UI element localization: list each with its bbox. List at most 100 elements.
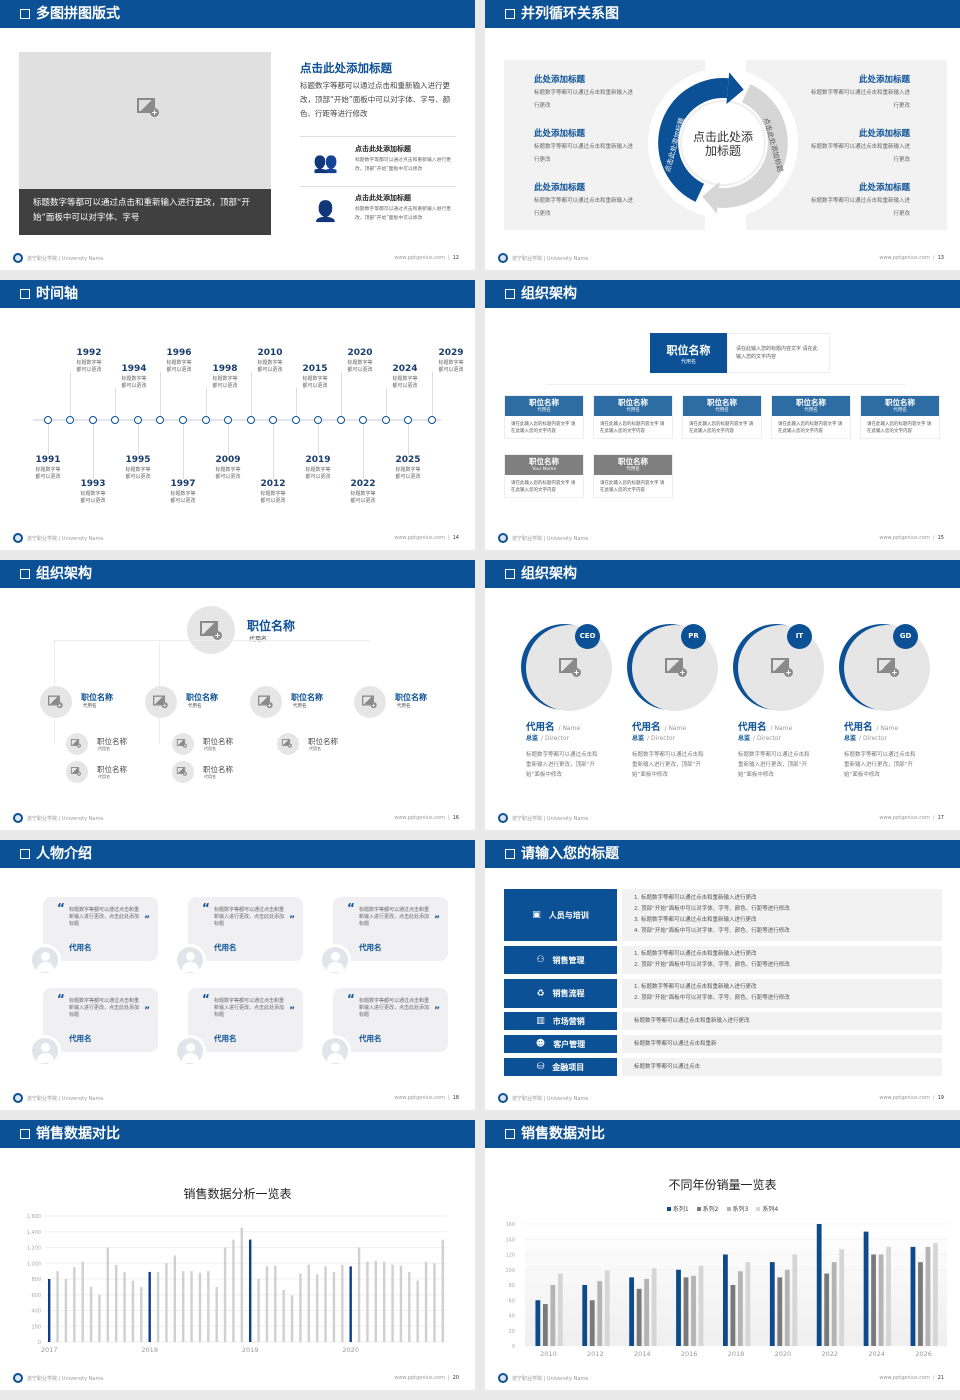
legend-item[interactable]: 系列2 xyxy=(696,1204,719,1213)
category-button[interactable]: ⚇ 销售管理 xyxy=(504,946,617,974)
role-cn: 总监 xyxy=(632,735,645,742)
image-placeholder-icon[interactable] xyxy=(70,739,81,748)
photo-placeholder[interactable] xyxy=(250,686,282,718)
timeline-connector xyxy=(408,424,409,455)
slide-header: 请输入您的标题 xyxy=(485,840,960,868)
timeline-node[interactable] xyxy=(202,416,210,424)
bar xyxy=(114,1264,118,1342)
timeline-node[interactable] xyxy=(359,416,367,424)
testimonial-card[interactable]: “ ” 标题数字等都可以通过点击和重新输入进行更改，点击此处添加标题 代用名 xyxy=(188,897,303,961)
bar xyxy=(399,1265,403,1342)
photo-placeholder[interactable] xyxy=(187,606,235,654)
timeline-node[interactable] xyxy=(247,416,255,424)
timeline-node[interactable] xyxy=(428,416,436,424)
image-placeholder-icon[interactable] xyxy=(281,739,292,748)
bar xyxy=(433,1263,436,1342)
position-box[interactable]: 职位名称 代用名 请在此输入您的标题内容文字 请在此输入您的文字内容 xyxy=(593,395,673,439)
category-button[interactable]: ▥ 市场营销 xyxy=(504,1012,617,1030)
timeline-node[interactable] xyxy=(66,416,74,424)
bar-系列1 xyxy=(723,1254,728,1346)
photo-placeholder[interactable] xyxy=(66,761,88,783)
photo-placeholder[interactable] xyxy=(354,686,386,718)
photo-placeholder[interactable] xyxy=(40,686,72,718)
position-box[interactable]: 职位名称 Your Name 请在此输入您的标题内容文字 请在此输入您的文字内容 xyxy=(504,454,584,498)
timeline-node[interactable] xyxy=(404,416,412,424)
avatar xyxy=(174,944,206,976)
image-placeholder-icon[interactable] xyxy=(258,695,273,709)
legend-item[interactable]: 系列4 xyxy=(756,1204,778,1213)
testimonial-card[interactable]: “ ” 标题数字等都可以通过点击和重新输入进行更改，点击此处添加标题 代用名 xyxy=(43,988,158,1052)
image-placeholder-icon[interactable] xyxy=(877,658,899,677)
timeline-connector xyxy=(318,424,319,455)
timeline-node[interactable] xyxy=(134,416,142,424)
sales-management-icon: ⚇ xyxy=(536,955,545,965)
event-year: 2010 xyxy=(257,348,283,358)
image-placeholder-icon[interactable] xyxy=(665,658,687,677)
avatar-person-icon xyxy=(182,962,199,972)
y-tick-label: 40 xyxy=(509,1314,515,1320)
card-name: 代用名 xyxy=(69,1034,92,1043)
timeline-node[interactable] xyxy=(44,416,52,424)
role-cn: 总监 xyxy=(526,735,539,742)
image-placeholder-icon[interactable] xyxy=(176,767,187,776)
timeline-node[interactable] xyxy=(111,416,119,424)
testimonial-card[interactable]: “ ” 标题数字等都可以通过点击和重新输入进行更改，点击此处添加标题 代用名 xyxy=(333,988,448,1052)
image-placeholder-icon[interactable] xyxy=(153,695,168,709)
category-button[interactable]: ☻ 客户管理 xyxy=(504,1035,617,1053)
image-placeholder-icon[interactable] xyxy=(70,767,81,776)
category-button[interactable]: ⛁ 金融项目 xyxy=(504,1058,617,1076)
bar-系列1 xyxy=(676,1269,681,1346)
testimonial-card[interactable]: “ ” 标题数字等都可以通过点击和重新输入进行更改，点击此处添加标题 代用名 xyxy=(333,897,448,961)
slide-3: 时间轴 遂宁职业学院 | University Name www.pptgenius… xyxy=(0,280,475,550)
timeline-node[interactable] xyxy=(224,416,232,424)
position-box[interactable]: 职位名称 代用名 请在此输入您的标题内容文字 请在此输入您的文字内容 xyxy=(682,395,762,439)
photo-placeholder[interactable] xyxy=(145,686,177,718)
image-placeholder-icon[interactable] xyxy=(559,658,581,677)
inner-ring xyxy=(680,100,766,186)
photo-placeholder[interactable] xyxy=(172,761,194,783)
legend-item[interactable]: 系列1 xyxy=(666,1204,689,1213)
photo-placeholder[interactable] xyxy=(66,733,88,755)
timeline-connector xyxy=(93,424,94,479)
image-placeholder-icon[interactable] xyxy=(200,621,222,640)
y-tick-label: 140 xyxy=(505,1237,515,1243)
photo-placeholder[interactable] xyxy=(172,733,194,755)
gray-arrow-head xyxy=(702,181,720,214)
timeline-node[interactable] xyxy=(337,416,345,424)
top-position-box[interactable]: 职位名称 代用名 xyxy=(650,333,727,373)
x-tick-label: 2014 xyxy=(634,1350,651,1358)
testimonial-card[interactable]: “ ” 标题数字等都可以通过点击和重新输入进行更改，点击此处添加标题 代用名 xyxy=(43,897,158,961)
position-box[interactable]: 职位名称 代用名 请在此输入您的标题内容文字 请在此输入您的文字内容 xyxy=(593,454,673,498)
footer-url: www.pptgenius.com xyxy=(394,1375,445,1381)
x-tick-label: 2012 xyxy=(587,1350,604,1358)
finance-icon: ⛁ xyxy=(536,1062,545,1072)
bar-系列4 xyxy=(839,1249,845,1346)
chart-legend: 系列1 系列2 系列3 系列4 xyxy=(485,1204,960,1213)
testimonial-card[interactable]: “ ” 标题数字等都可以通过点击和重新输入进行更改，点击此处添加标题 代用名 xyxy=(188,988,303,1052)
position-box[interactable]: 职位名称 代用名 请在此输入您的标题内容文字 请在此输入您的文字内容 xyxy=(771,395,851,439)
image-placeholder-icon[interactable] xyxy=(176,739,187,748)
timeline-node[interactable] xyxy=(292,416,300,424)
left-item-text: 标题数字等都可以通过点击和重新输入进行更改 xyxy=(534,144,634,163)
footer-school: 遂宁职业学院 | University Name xyxy=(512,1376,589,1382)
category-button[interactable]: ♻ 销售流程 xyxy=(504,979,617,1008)
category-button[interactable]: ▣ 人员与培训 xyxy=(504,889,617,941)
timeline-node[interactable] xyxy=(156,416,164,424)
bar xyxy=(382,1261,386,1342)
timeline-node[interactable] xyxy=(382,416,390,424)
timeline-node[interactable] xyxy=(179,416,187,424)
image-placeholder-icon[interactable] xyxy=(48,695,63,709)
event-year: 1995 xyxy=(125,455,151,465)
y-tick-label: 0 xyxy=(512,1344,515,1350)
legend-item[interactable]: 系列3 xyxy=(726,1204,748,1213)
timeline-node[interactable] xyxy=(269,416,277,424)
sub-name: 职位名称 xyxy=(97,737,127,746)
position-box[interactable]: 职位名称 代用名 请在此输入您的标题内容文字 请在此输入您的文字内容 xyxy=(860,395,940,439)
image-placeholder-icon[interactable] xyxy=(362,695,377,709)
image-placeholder-icon[interactable] xyxy=(771,658,793,677)
position-box[interactable]: 职位名称 代用名 请在此输入您的标题内容文字 请在此输入您的文字内容 xyxy=(504,395,584,439)
timeline-node[interactable] xyxy=(89,416,97,424)
timeline-node[interactable] xyxy=(314,416,322,424)
image-placeholder-icon[interactable] xyxy=(137,98,159,117)
photo-placeholder[interactable] xyxy=(277,733,299,755)
